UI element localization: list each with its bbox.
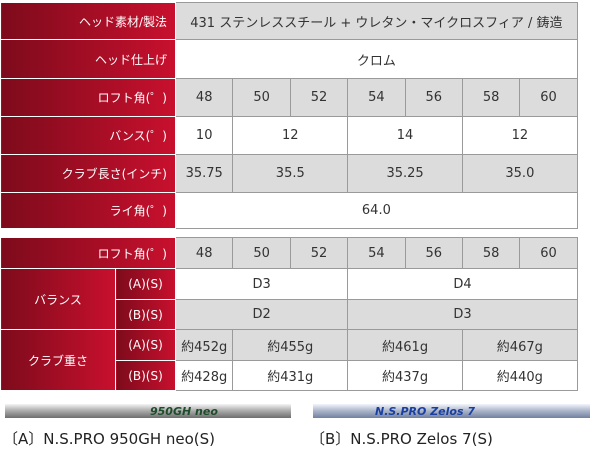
row: クラブ重さ (A)(S) 約452g 約455g 約461g 約467g [0, 329, 578, 391]
sub-label: (B)(S) [115, 299, 176, 330]
cell: 35.75 [174, 154, 234, 193]
cell: D4 [347, 268, 578, 300]
spec-table: ヘッド素材/製法 431 ステンレススチール + ウレタン・マイクロスフィア /… [0, 2, 578, 229]
cell: 約461g [347, 329, 463, 361]
group-label: バランス [0, 268, 116, 330]
cell: 54 [347, 237, 406, 269]
row: ロフト角(゜) 48 50 52 54 56 58 60 [0, 237, 578, 269]
row: クラブ長さ(インチ) 35.75 35.5 35.25 35.0 [0, 154, 578, 193]
cell: D3 [174, 268, 349, 300]
sub-label: (A)(S) [115, 329, 176, 361]
cell: 56 [404, 78, 463, 117]
cell: D2 [174, 299, 349, 330]
cell: 58 [461, 78, 521, 117]
cell: 35.25 [347, 154, 463, 193]
row-label: クラブ長さ(インチ) [0, 154, 176, 193]
cell: 約428g [174, 360, 234, 391]
row-label: ヘッド仕上げ [0, 39, 176, 79]
shaft-a [5, 404, 291, 418]
shaft-images: 950GH neo N.S.PRO Zelos 7 [5, 404, 590, 418]
cell: 約452g [174, 329, 234, 361]
row-label: ヘッド素材/製法 [0, 2, 176, 40]
cell: 54 [347, 78, 406, 117]
row: ロフト角(゜) 48 50 52 54 56 58 60 [0, 78, 578, 117]
row-label: ロフト角(゜) [0, 78, 176, 117]
shaft-b [313, 404, 590, 418]
cell: 431 ステンレススチール + ウレタン・マイクロスフィア / 鋳造 [175, 2, 578, 40]
shaft-table: ロフト角(゜) 48 50 52 54 56 58 60 バランス (A)(S)… [0, 237, 578, 391]
cell: 35.0 [461, 154, 578, 193]
cell: 約437g [347, 360, 463, 391]
row-label: バンス(゜) [0, 116, 176, 155]
cell: 約455g [232, 329, 349, 361]
shaft-caption: 〔A〕N.S.PRO 950GH neo(S) [3, 430, 216, 448]
sub-label: (A)(S) [115, 268, 176, 300]
cell: 約431g [232, 360, 349, 391]
cell: 12 [461, 116, 578, 155]
cell: 60 [519, 78, 578, 117]
row: ヘッド素材/製法 431 ステンレススチール + ウレタン・マイクロスフィア /… [0, 2, 578, 40]
shaft-print: 950GH neo [150, 405, 218, 418]
cell: 48 [174, 237, 234, 269]
row: ヘッド仕上げ クロム [0, 39, 578, 79]
shaft-caption: 〔B〕N.S.PRO Zelos 7(S) [310, 430, 493, 448]
cell: 52 [289, 237, 349, 269]
cell: 35.5 [232, 154, 349, 193]
cell: 10 [174, 116, 234, 155]
cell: D3 [347, 299, 578, 330]
row-label: ロフト角(゜) [0, 237, 176, 269]
cell: 58 [461, 237, 521, 269]
cell: 50 [232, 78, 291, 117]
cell: 14 [347, 116, 463, 155]
row: (B)(S) 約428g 約431g 約437g 約440g [1, 360, 578, 391]
cell: 64.0 [175, 192, 578, 229]
sub-label: (B)(S) [115, 360, 176, 391]
row: (B)(S) D2 D3 [1, 299, 578, 330]
cell: 50 [232, 237, 291, 269]
cell: 52 [289, 78, 349, 117]
cell: 60 [519, 237, 578, 269]
row: バランス (A)(S) D3 D4 [0, 268, 578, 330]
cell: 約467g [461, 329, 578, 361]
group-label: クラブ重さ [0, 329, 116, 391]
cell: 56 [404, 237, 463, 269]
cell: クロム [175, 39, 578, 79]
row-label: ライ角(゜) [0, 192, 176, 229]
cell: 約440g [461, 360, 578, 391]
row: バンス(゜) 10 12 14 12 [0, 116, 578, 155]
cell: 12 [232, 116, 349, 155]
cell: 48 [174, 78, 234, 117]
row: ライ角(゜) 64.0 [0, 192, 578, 229]
shaft-print: N.S.PRO Zelos 7 [375, 405, 475, 418]
